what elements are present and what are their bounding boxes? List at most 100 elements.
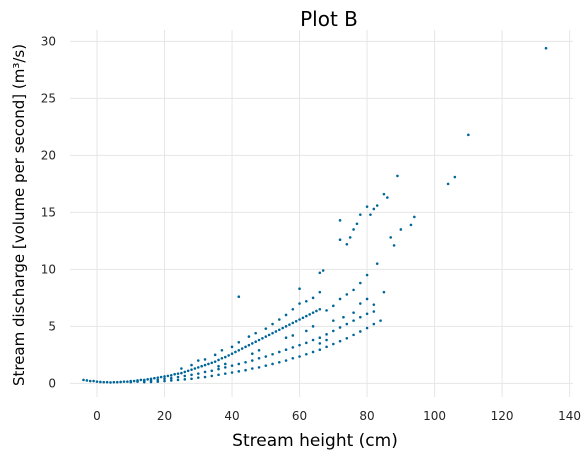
data-point (338, 326, 342, 329)
data-point (359, 281, 362, 285)
chart-title: Plot B (300, 7, 358, 31)
data-point (223, 366, 227, 369)
x-tick-label: 80 (359, 409, 374, 423)
data-point (291, 346, 295, 349)
y-tick-label: 10 (41, 262, 56, 276)
data-point (298, 318, 301, 321)
data-point (146, 378, 149, 381)
data-point (126, 380, 129, 383)
data-point (355, 222, 359, 226)
data-point (163, 379, 166, 383)
data-point (311, 338, 315, 342)
data-point (284, 359, 288, 362)
data-point (136, 380, 139, 383)
data-point (375, 262, 379, 265)
data-point (372, 322, 376, 326)
data-point (298, 287, 301, 291)
data-point (352, 333, 355, 337)
data-point (342, 315, 345, 319)
data-point (305, 352, 308, 356)
data-point (220, 348, 224, 352)
grid (70, 30, 573, 397)
data-point (318, 271, 322, 275)
data-point (213, 353, 217, 357)
y-tick-label: 25 (41, 91, 56, 105)
data-point (156, 376, 160, 379)
x-tick-label: 20 (157, 409, 172, 423)
data-point (359, 330, 362, 333)
data-point (183, 370, 187, 374)
data-point (122, 380, 126, 383)
data-point (156, 380, 160, 383)
y-tick-label: 20 (41, 148, 56, 162)
data-point (311, 311, 315, 314)
data-point (250, 367, 254, 370)
data-point (318, 336, 322, 340)
data-point (318, 348, 322, 352)
data-point (196, 359, 200, 362)
data-point (207, 362, 210, 366)
data-point (352, 319, 355, 322)
data-point (291, 321, 295, 325)
data-point (318, 342, 322, 345)
data-point (247, 335, 251, 338)
data-point (359, 213, 362, 216)
data-point (345, 322, 349, 326)
data-point (169, 374, 173, 377)
data-point (237, 370, 241, 373)
data-point (190, 377, 193, 381)
data-point (467, 133, 470, 137)
data-point (338, 339, 342, 343)
data-point (223, 372, 227, 375)
data-point (82, 378, 85, 382)
data-point (264, 335, 268, 338)
data-point (382, 192, 386, 196)
data-point (392, 244, 396, 247)
data-point (389, 236, 393, 239)
data-point (399, 228, 403, 231)
data-point (345, 337, 349, 340)
data-point (446, 182, 450, 186)
x-tick-label: 40 (224, 409, 239, 423)
data-point (139, 378, 143, 382)
data-point (318, 307, 322, 311)
data-point (264, 364, 268, 367)
data-point (305, 329, 308, 333)
data-point (284, 325, 288, 328)
data-point (132, 379, 136, 383)
data-point (250, 342, 254, 345)
data-point (318, 290, 322, 294)
data-point (544, 46, 548, 50)
data-point (369, 213, 372, 216)
data-point (183, 374, 187, 378)
data-point (210, 369, 214, 373)
data-point (271, 352, 274, 356)
data-point (301, 316, 305, 320)
data-point (247, 343, 251, 347)
data-point (305, 314, 308, 318)
data-point (359, 315, 362, 319)
data-point (257, 338, 261, 342)
data-point (375, 204, 379, 207)
x-tick-label: 140 (558, 409, 581, 423)
data-point (227, 354, 230, 357)
data-point (284, 348, 288, 352)
data-point (409, 223, 413, 227)
data-point (230, 352, 234, 355)
data-point (278, 350, 281, 354)
data-point (230, 371, 234, 374)
data-point (298, 302, 301, 305)
data-point (284, 313, 288, 317)
data-point (291, 334, 295, 337)
data-point (278, 328, 281, 332)
data-point (190, 373, 193, 377)
data-point (223, 362, 227, 366)
data-point (352, 228, 355, 231)
data-point (379, 319, 382, 322)
data-point (338, 219, 342, 222)
data-point (210, 374, 214, 378)
data-point (159, 375, 163, 379)
data-point (95, 380, 99, 383)
data-point (217, 358, 220, 362)
data-point (332, 319, 335, 322)
